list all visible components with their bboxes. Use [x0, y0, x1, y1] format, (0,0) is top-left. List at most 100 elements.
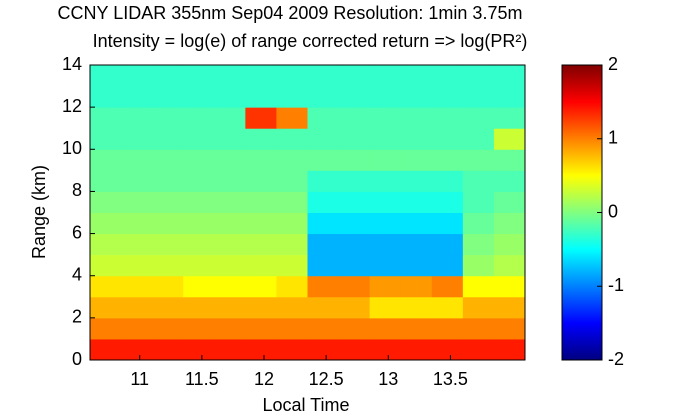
heatmap-cell — [462, 65, 495, 87]
heatmap-cell — [338, 233, 371, 256]
heatmap-cell — [90, 128, 122, 150]
heatmap-cell — [493, 296, 526, 319]
x-tick-label: 11.5 — [185, 369, 219, 389]
heatmap-cell — [152, 65, 184, 87]
heatmap-cell — [245, 233, 277, 256]
heatmap-cell — [431, 254, 464, 277]
heatmap-cell — [307, 296, 340, 319]
heatmap-cell — [400, 107, 433, 129]
heatmap-cell — [183, 254, 215, 277]
heatmap-cell — [400, 191, 433, 213]
colorbar-tick-label: -1 — [608, 275, 624, 295]
heatmap-cell — [90, 107, 122, 129]
heatmap-cell — [431, 107, 464, 129]
colorbar-tick-label: 1 — [608, 128, 618, 148]
heatmap-cell — [400, 170, 433, 192]
heatmap-cell — [307, 149, 340, 171]
heatmap-cell — [183, 65, 215, 87]
heatmap-cell — [152, 254, 184, 277]
heatmap-cell — [431, 317, 464, 340]
heatmap-cell — [369, 275, 402, 298]
heatmap-cell — [431, 65, 464, 87]
heatmap-cell — [431, 149, 464, 171]
heatmap-cell — [245, 191, 277, 213]
heatmap-cell — [493, 233, 526, 256]
heatmap-cell — [183, 170, 215, 192]
heatmap-cell — [121, 86, 153, 108]
heatmap-cell — [338, 149, 371, 171]
colorbar-tick-label: -2 — [608, 349, 624, 369]
heatmap-cell — [245, 170, 277, 192]
heatmap-cell — [307, 254, 340, 277]
heatmap-cell — [245, 338, 277, 361]
heatmap-cell — [276, 233, 308, 256]
heatmap-cell — [183, 317, 215, 340]
heatmap-cell — [90, 191, 122, 213]
heatmap-cell — [307, 233, 340, 256]
heatmap-cell — [214, 149, 246, 171]
heatmap-cell — [338, 296, 371, 319]
heatmap-cell — [338, 338, 371, 361]
heatmap-cell — [276, 86, 308, 108]
x-axis-label: Local Time — [262, 395, 349, 415]
heatmap-cell — [121, 170, 153, 192]
heatmap-cell — [493, 128, 526, 150]
heatmap-cell — [276, 191, 308, 213]
heatmap-cell — [400, 338, 433, 361]
heatmap-cell — [307, 65, 340, 87]
heatmap-cell — [338, 254, 371, 277]
x-tick-label: 13 — [378, 369, 398, 389]
heatmap-cell — [338, 86, 371, 108]
heatmap-cell — [121, 275, 153, 298]
heatmap-cell — [369, 338, 402, 361]
heatmap-cell — [90, 317, 122, 340]
heatmap-cell — [90, 233, 122, 256]
heatmap-cell — [183, 275, 215, 298]
heatmap-cell — [431, 86, 464, 108]
heatmap-cell — [462, 296, 495, 319]
x-tick-label: 12.5 — [309, 369, 344, 389]
heatmap-cell — [462, 149, 495, 171]
heatmap-cell — [462, 233, 495, 256]
heatmap-cell — [183, 128, 215, 150]
heatmap-cell — [462, 212, 495, 235]
heatmap-cell — [245, 317, 277, 340]
y-axis-label: Range (km) — [29, 165, 49, 259]
x-tick-label: 11 — [130, 369, 149, 389]
chart-subtitle: Intensity = log(e) of range corrected re… — [93, 31, 528, 51]
y-tick-label: 10 — [62, 138, 82, 158]
heatmap-cell — [493, 65, 526, 87]
heatmap-cell — [121, 254, 153, 277]
heatmap-cell — [245, 128, 277, 150]
heatmap-cell — [400, 86, 433, 108]
heatmap-cell — [493, 275, 526, 298]
heatmap-cell — [245, 275, 277, 298]
heatmap-cell — [369, 191, 402, 213]
heatmap-cell — [152, 107, 184, 129]
heatmap-cell — [276, 338, 308, 361]
x-tick-label: 13.5 — [433, 369, 468, 389]
heatmap-cell — [431, 338, 464, 361]
heatmap-cell — [369, 86, 402, 108]
chart-title: CCNY LIDAR 355nm Sep04 2009 Resolution: … — [58, 3, 523, 23]
heatmap-cell — [214, 233, 246, 256]
heatmap-cell — [152, 128, 184, 150]
heatmap-cell — [493, 212, 526, 235]
heatmap-cell — [245, 86, 277, 108]
heatmap-cell — [462, 275, 495, 298]
y-tick-label: 2 — [72, 307, 82, 327]
heatmap-cell — [369, 128, 402, 150]
heatmap-cell — [338, 107, 371, 129]
heatmap-cell — [90, 275, 122, 298]
heatmap-cell — [152, 275, 184, 298]
heatmap-cell — [338, 191, 371, 213]
heatmap-cell — [338, 170, 371, 192]
heatmap-cell — [214, 170, 246, 192]
heatmap-cell — [214, 107, 246, 129]
heatmap-cell — [245, 107, 277, 129]
heatmap-cell — [400, 275, 433, 298]
heatmap-cell — [121, 107, 153, 129]
heatmap-cell — [369, 149, 402, 171]
heatmap-cell — [400, 317, 433, 340]
heatmap-cell — [276, 65, 308, 87]
